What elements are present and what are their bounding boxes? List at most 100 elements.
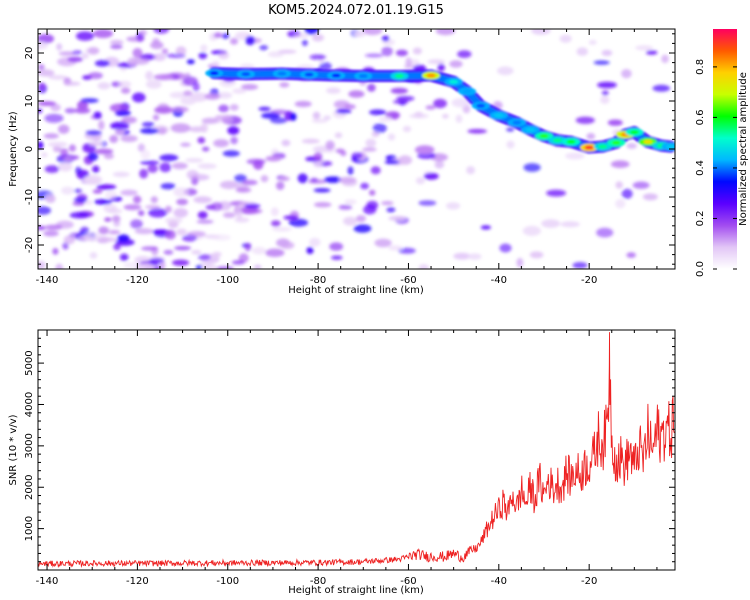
noise-blob bbox=[356, 215, 366, 223]
x-tick-label: -40 bbox=[491, 275, 507, 286]
snr-x-axis-label: Height of straight line (km) bbox=[288, 585, 424, 596]
noise-blob bbox=[244, 242, 252, 252]
noise-blob bbox=[615, 199, 626, 209]
noise-blob bbox=[442, 113, 449, 119]
noise-blob bbox=[344, 199, 357, 205]
noise-blob bbox=[85, 130, 102, 136]
noise-blob bbox=[229, 38, 239, 45]
noise-blob bbox=[58, 51, 77, 56]
noise-blob bbox=[294, 100, 312, 108]
x-tick-label: -100 bbox=[216, 275, 239, 286]
noise-blob bbox=[92, 189, 103, 194]
noise-blob bbox=[114, 128, 126, 136]
noise-blob bbox=[212, 251, 222, 257]
noise-blob bbox=[235, 187, 252, 193]
noise-blob bbox=[506, 140, 515, 149]
colorbar-gradient bbox=[713, 29, 737, 269]
noise-blob bbox=[390, 87, 408, 94]
noise-blob bbox=[309, 237, 321, 247]
noise-blob bbox=[44, 113, 64, 123]
y-tick-label: 0 bbox=[24, 146, 35, 152]
x-tick-label: -80 bbox=[310, 576, 326, 587]
noise-blob bbox=[572, 262, 588, 269]
noise-blob bbox=[43, 133, 59, 139]
noise-blob bbox=[64, 108, 76, 114]
noise-blob bbox=[395, 49, 408, 57]
noise-blob bbox=[113, 243, 121, 251]
noise-blob bbox=[113, 220, 121, 227]
noise-blob bbox=[96, 184, 117, 190]
noise-blob bbox=[75, 166, 82, 174]
noise-blob bbox=[596, 227, 614, 238]
noise-blob bbox=[38, 34, 55, 44]
noise-blob bbox=[120, 87, 131, 94]
noise-blob bbox=[259, 45, 269, 51]
noise-blob bbox=[98, 226, 109, 235]
noise-blob bbox=[267, 51, 284, 58]
noise-blob bbox=[176, 228, 188, 236]
noise-blob bbox=[258, 106, 271, 111]
noise-blob bbox=[202, 146, 210, 152]
noise-blob bbox=[139, 29, 147, 36]
noise-blob bbox=[329, 242, 344, 251]
noise-blob bbox=[175, 46, 187, 56]
noise-blob bbox=[311, 118, 328, 123]
noise-blob bbox=[363, 204, 377, 215]
noise-blob bbox=[38, 260, 46, 269]
noise-blob bbox=[186, 59, 195, 65]
noise-blob bbox=[601, 49, 613, 57]
noise-blob bbox=[72, 50, 83, 55]
noise-blob bbox=[386, 207, 396, 213]
noise-blob bbox=[153, 29, 170, 34]
noise-blob bbox=[153, 74, 174, 81]
x-tick-label: -80 bbox=[310, 275, 326, 286]
spectrogram-y-axis-label: Frequency (Hz) bbox=[8, 111, 19, 187]
noise-blob bbox=[621, 188, 633, 199]
noise-blob bbox=[111, 215, 121, 223]
noise-blob bbox=[506, 127, 515, 132]
noise-blob bbox=[312, 111, 321, 120]
noise-blob bbox=[161, 48, 169, 55]
noise-blob bbox=[293, 33, 309, 39]
noise-blob bbox=[108, 208, 123, 214]
y-tick-label: 2000 bbox=[24, 475, 35, 500]
noise-blob bbox=[169, 91, 188, 99]
noise-blob bbox=[92, 165, 100, 173]
noise-blob bbox=[38, 101, 56, 106]
ridge-peak bbox=[643, 139, 653, 144]
noise-blob bbox=[559, 34, 572, 43]
noise-blob bbox=[586, 133, 596, 140]
noise-blob bbox=[145, 70, 154, 81]
noise-blob bbox=[110, 44, 123, 50]
noise-blob bbox=[306, 246, 314, 255]
noise-blob bbox=[610, 160, 630, 168]
noise-blob bbox=[516, 257, 524, 268]
colorbar-tick-label: 0.8 bbox=[695, 59, 706, 75]
noise-blob bbox=[600, 95, 610, 104]
noise-blob bbox=[69, 211, 90, 219]
noise-blob bbox=[180, 96, 197, 106]
noise-blob bbox=[104, 217, 112, 222]
x-tick-label: -100 bbox=[216, 576, 239, 587]
ridge-peak bbox=[512, 120, 522, 125]
noise-blob bbox=[467, 129, 488, 134]
snr-series-line bbox=[38, 332, 675, 569]
noise-blob bbox=[523, 163, 541, 172]
x-tick-label: -120 bbox=[126, 275, 149, 286]
noise-blob bbox=[94, 148, 114, 155]
noise-blob bbox=[140, 149, 151, 160]
noise-blob bbox=[159, 261, 166, 269]
noise-blob bbox=[109, 103, 129, 113]
noise-blob bbox=[121, 116, 137, 124]
noise-blob bbox=[197, 211, 208, 219]
noise-blob bbox=[58, 124, 70, 134]
noise-blob bbox=[313, 152, 323, 162]
noise-blob bbox=[94, 199, 113, 205]
noise-blob bbox=[223, 212, 236, 218]
noise-blob bbox=[277, 49, 297, 54]
noise-blob bbox=[635, 45, 654, 51]
noise-blob bbox=[81, 53, 89, 59]
noise-blob bbox=[414, 145, 435, 155]
noise-blob bbox=[338, 204, 353, 210]
noise-blob bbox=[381, 35, 390, 42]
